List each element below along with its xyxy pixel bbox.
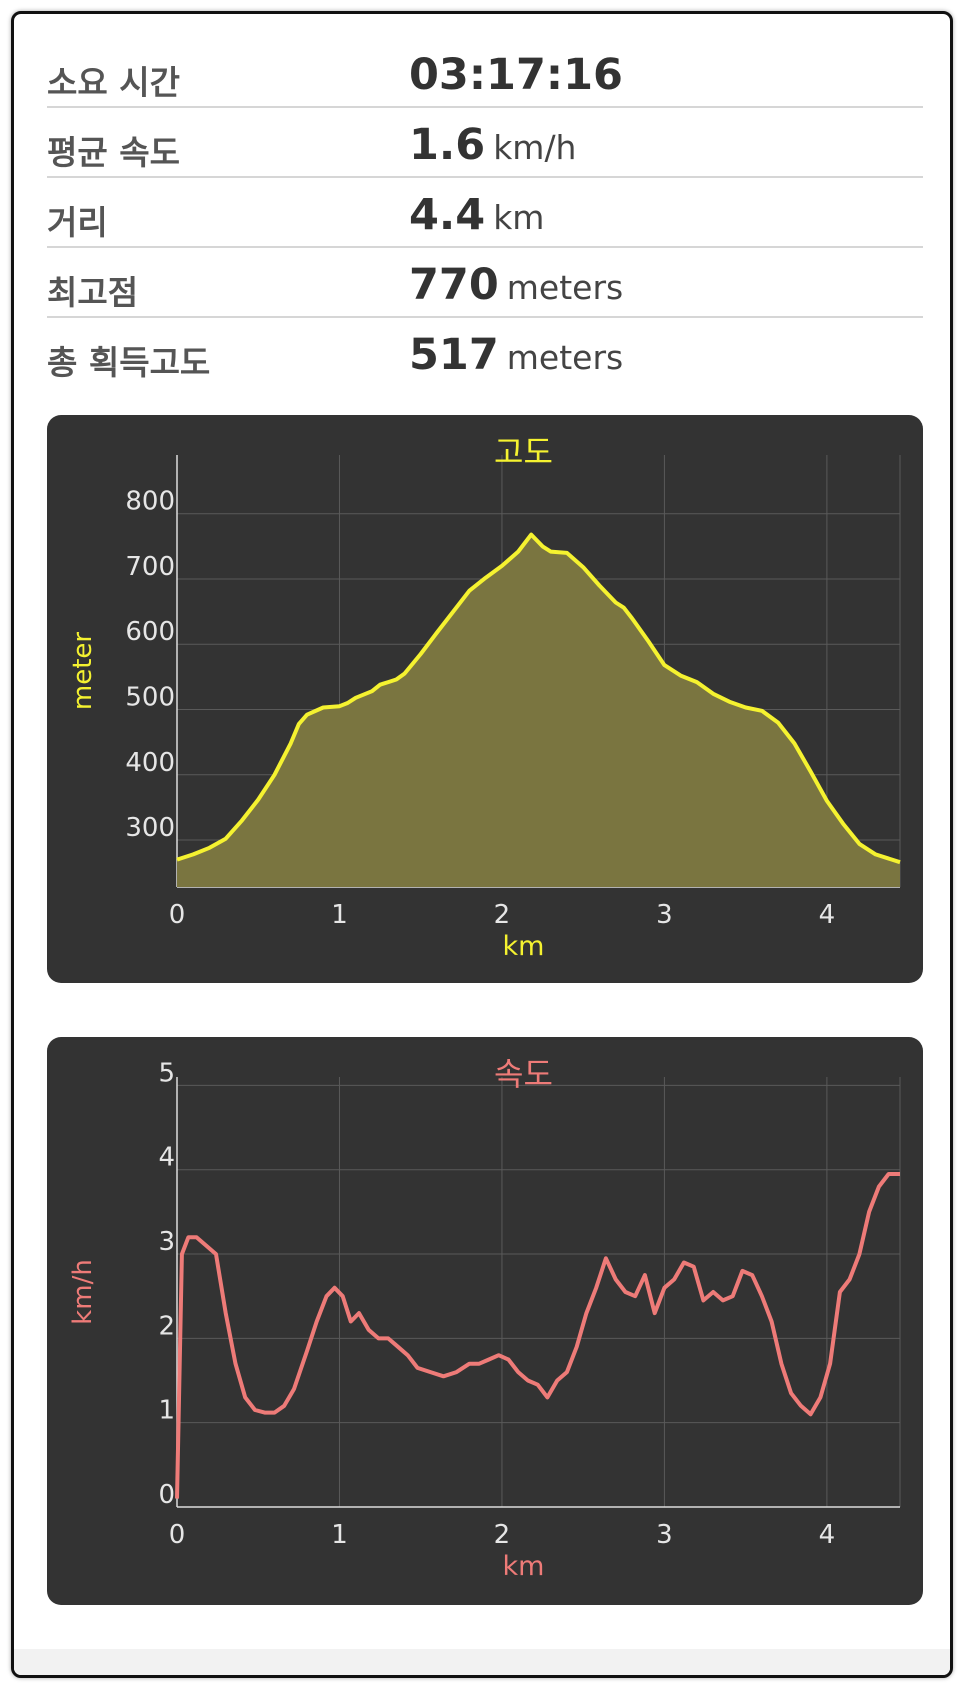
speed-line [175, 1172, 900, 1499]
speed-chart-card: 0 1 2 3 4 5 0 1 2 3 4 속도 km km/h [47, 1037, 923, 1605]
y-tick-label: 700 [125, 552, 175, 582]
stat-number: 1.6 [409, 120, 486, 170]
stat-label: 소요 시간 [47, 63, 180, 102]
y-tick-label: 400 [125, 748, 175, 778]
chart-title: 고도 [494, 433, 553, 471]
y-tick-label: 1 [158, 1396, 175, 1426]
stat-number: 4.4 [409, 190, 486, 240]
x-tick-label: 1 [331, 900, 348, 930]
y-axis-label: km/h [68, 1259, 98, 1325]
x-tick-label: 1 [331, 1520, 348, 1550]
stat-row: 소요 시간 03:17:16 [47, 38, 923, 108]
altitude-chart: 300 400 500 600 700 800 0 1 2 3 4 고도 km meter [68, 433, 901, 962]
x-tick-label: 3 [656, 900, 673, 930]
altitude-line [176, 532, 901, 865]
x-tick-label: 3 [656, 1520, 673, 1550]
stat-value: 770 meters [409, 260, 623, 310]
x-tick-label: 0 [169, 900, 186, 930]
x-tick-label: 0 [169, 1520, 186, 1550]
y-tick-label: 300 [125, 813, 175, 843]
y-tick-label: 800 [125, 487, 175, 517]
stat-unit: meters [506, 268, 624, 307]
stat-row: 최고점 770 meters [47, 248, 923, 318]
x-tick-label: 2 [494, 900, 511, 930]
y-tick-label: 500 [125, 683, 175, 713]
y-tick-label: 4 [158, 1143, 175, 1173]
y-tick-label: 5 [158, 1058, 175, 1088]
stat-number: 517 [409, 330, 499, 380]
speed-chart: 0 1 2 3 4 5 0 1 2 3 4 속도 km km/h [68, 1055, 901, 1582]
stat-value: 4.4 km [409, 190, 544, 240]
chart-title: 속도 [494, 1055, 553, 1093]
stat-number: 770 [409, 260, 499, 310]
y-tick-label: 3 [158, 1227, 175, 1257]
stat-unit: meters [506, 338, 624, 377]
stat-row: 평균 속도 1.6 km/h [47, 108, 923, 178]
x-tick-label: 4 [819, 1520, 836, 1550]
stat-number: 03:17:16 [409, 50, 623, 100]
x-axis-label: km [503, 1551, 545, 1582]
stat-label: 총 획득고도 [47, 343, 211, 382]
altitude-chart-card: 300 400 500 600 700 800 0 1 2 3 4 고도 km meter [47, 415, 923, 983]
stat-label: 최고점 [47, 273, 139, 312]
y-axis-label: meter [68, 632, 98, 711]
y-tick-label: 0 [158, 1480, 175, 1510]
stat-value: 1.6 km/h [409, 120, 576, 170]
stats-table: 소요 시간 03:17:16 평균 속도 1.6 km/h 거리 4.4 km 최고점 770 me… [47, 38, 923, 388]
footer-strip [14, 1649, 950, 1675]
stat-value: 517 meters [409, 330, 623, 380]
x-axis-label: km [503, 931, 545, 962]
altitude-area [177, 534, 900, 887]
stat-label: 거리 [47, 203, 108, 242]
stat-unit: km [493, 198, 545, 237]
y-tick-label: 2 [158, 1311, 175, 1341]
screen-frame: 소요 시간 03:17:16 평균 속도 1.6 km/h 거리 4.4 km 최고점 770 me… [11, 11, 953, 1678]
stat-label: 평균 속도 [47, 133, 180, 172]
stat-row: 총 획득고도 517 meters [47, 318, 923, 388]
stat-unit: km/h [493, 128, 577, 167]
x-tick-label: 2 [494, 1520, 511, 1550]
x-tick-label: 4 [819, 900, 836, 930]
stat-row: 거리 4.4 km [47, 178, 923, 248]
stat-value: 03:17:16 [409, 50, 631, 100]
y-tick-label: 600 [125, 617, 175, 647]
